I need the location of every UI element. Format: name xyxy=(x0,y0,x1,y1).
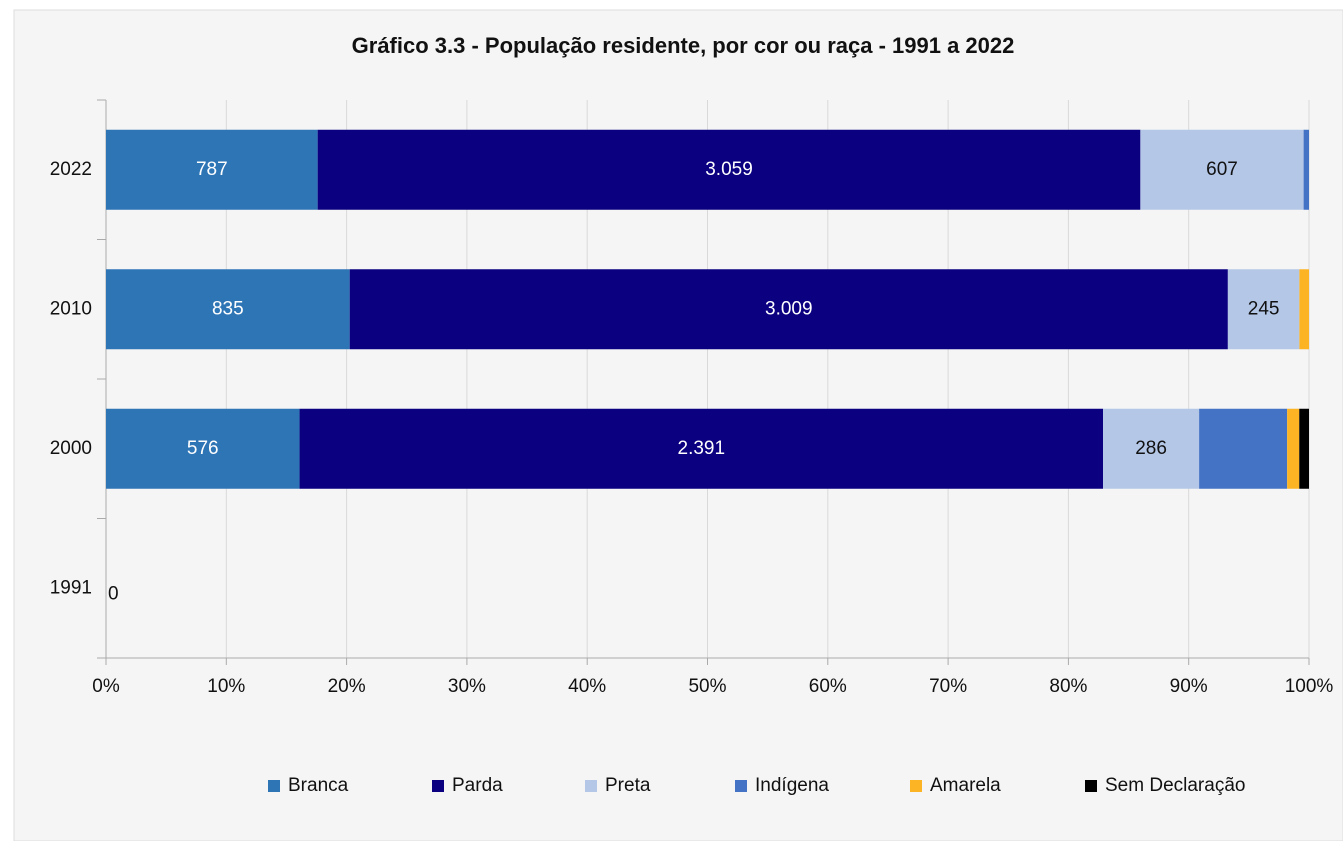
x-tick-label: 40% xyxy=(568,676,606,697)
data-label: 576 xyxy=(187,438,219,459)
data-label: 835 xyxy=(212,298,244,319)
bar-segment xyxy=(299,408,1104,489)
legend-item: Branca xyxy=(268,775,349,796)
legend-label: Sem Declaração xyxy=(1105,775,1245,796)
x-tick-label: 100% xyxy=(1285,676,1334,697)
x-tick-label: 90% xyxy=(1170,676,1208,697)
legend-swatch xyxy=(585,780,597,792)
legend-item: Parda xyxy=(432,775,503,796)
legend-swatch xyxy=(432,780,444,792)
y-tick-label: 1991 xyxy=(50,577,92,598)
x-tick-label: 50% xyxy=(688,676,726,697)
legend-item: Indígena xyxy=(735,775,829,796)
legend-label: Amarela xyxy=(930,775,1001,796)
data-label: 2.391 xyxy=(678,438,726,459)
y-tick-label: 2000 xyxy=(50,438,92,459)
legend-item: Sem Declaração xyxy=(1085,775,1245,796)
bar-segment xyxy=(1287,408,1300,489)
data-label: 3.059 xyxy=(705,159,753,180)
x-tick-label: 60% xyxy=(809,676,847,697)
data-label: 3.009 xyxy=(765,298,813,319)
bar-segment xyxy=(317,129,1141,210)
legend-item: Preta xyxy=(585,775,651,796)
y-tick-label: 2010 xyxy=(50,298,92,319)
legend-swatch xyxy=(1085,780,1097,792)
legend-swatch xyxy=(735,780,747,792)
bar-segment xyxy=(1299,408,1309,489)
x-tick-label: 10% xyxy=(207,676,245,697)
x-tick-label: 0% xyxy=(92,676,120,697)
x-tick-label: 20% xyxy=(328,676,366,697)
bar-segment xyxy=(1140,129,1304,210)
bar-segment xyxy=(1227,269,1300,350)
bar-segment xyxy=(349,269,1228,350)
bar-segment xyxy=(1299,269,1309,350)
legend-label: Preta xyxy=(605,775,651,796)
data-label: 245 xyxy=(1248,298,1280,319)
legend-label: Parda xyxy=(452,775,503,796)
legend-swatch xyxy=(910,780,922,792)
data-label: 607 xyxy=(1206,159,1238,180)
bar-segment xyxy=(106,408,300,489)
bar-segment xyxy=(1303,129,1309,210)
bar-segment xyxy=(106,129,318,210)
chart-title: Gráfico 3.3 - População residente, por c… xyxy=(352,33,1015,58)
bar-segment xyxy=(1199,408,1288,489)
bar-segment xyxy=(1103,408,1200,489)
data-label: 0 xyxy=(108,583,119,604)
legend-label: Indígena xyxy=(755,775,829,796)
bar-segment xyxy=(106,269,350,350)
x-tick-label: 70% xyxy=(929,676,967,697)
x-tick-label: 30% xyxy=(448,676,486,697)
y-tick-label: 2022 xyxy=(50,159,92,180)
legend-item: Amarela xyxy=(910,775,1001,796)
legend-swatch xyxy=(268,780,280,792)
x-tick-label: 80% xyxy=(1049,676,1087,697)
legend-label: Branca xyxy=(288,775,349,796)
data-label: 286 xyxy=(1135,438,1167,459)
data-label: 787 xyxy=(196,159,228,180)
